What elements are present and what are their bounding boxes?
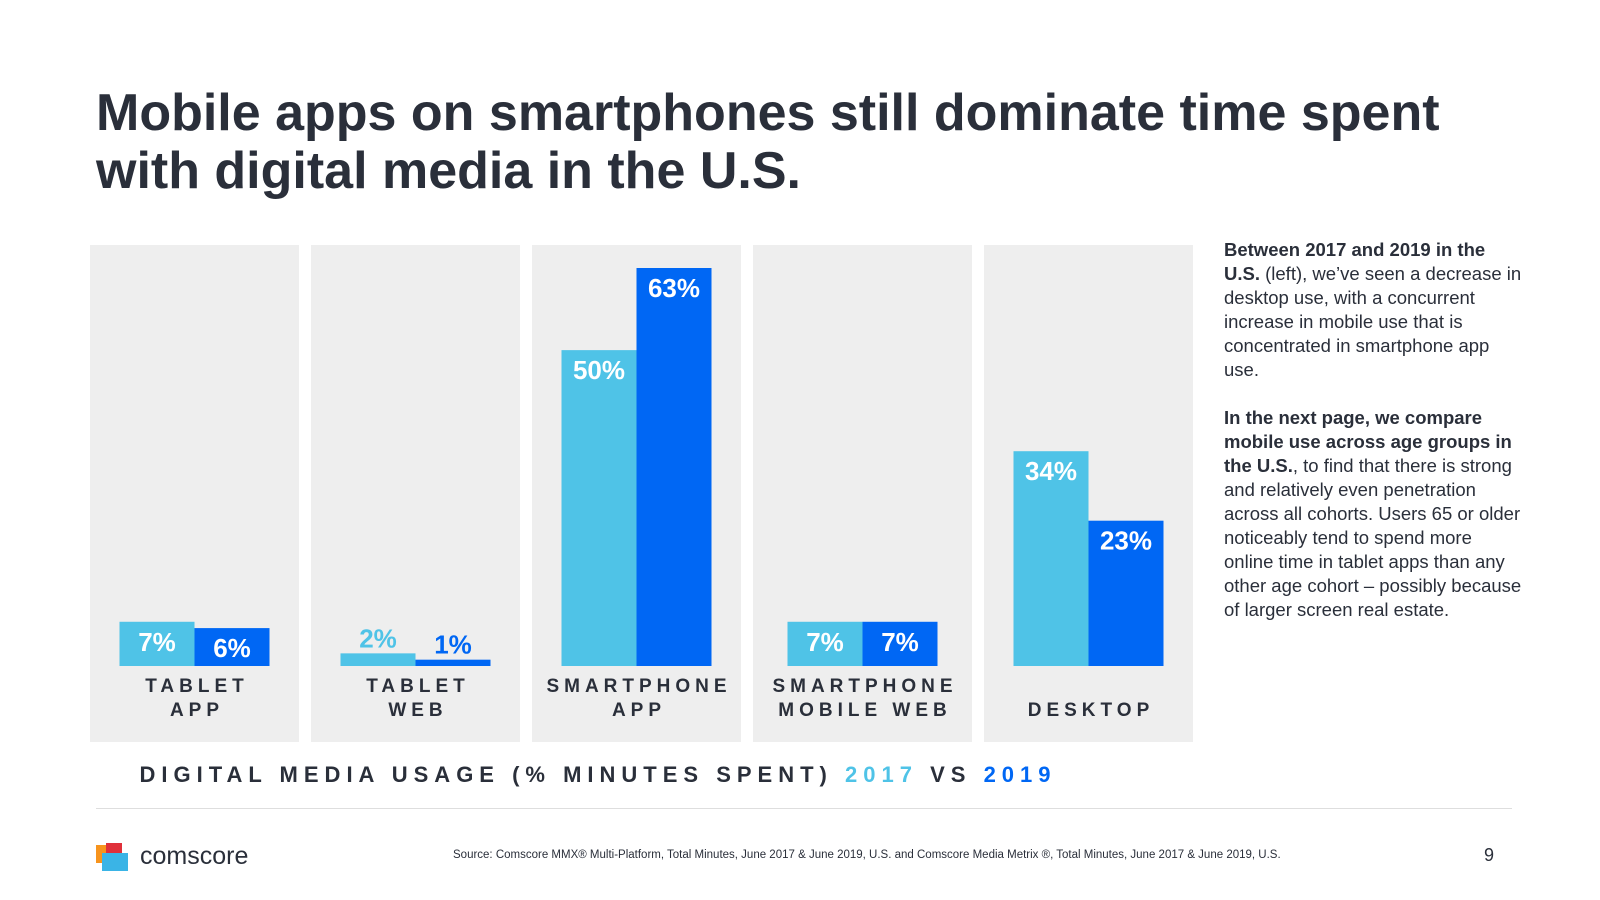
page-number: 9	[1484, 845, 1495, 865]
category-panel-tablet-web	[311, 245, 520, 742]
bar-tablet-web-2017	[340, 653, 416, 666]
chart-caption-prefix: DIGITAL MEDIA USAGE (% MINUTES SPENT)	[139, 762, 833, 787]
category-label-desktop-line-1: DESKTOP	[1028, 700, 1155, 721]
bar-smartphone-mobile-web-2019	[862, 621, 938, 666]
data-label-tablet-web-2019: 1%	[434, 630, 472, 660]
bar-chart: 7% 6% TABLET APP 2% 1% TABLET WEB 50% 63% SMARTPHO…	[90, 245, 1193, 742]
page-title-line-2: with digital media in the U.S.	[96, 142, 801, 200]
bar-desktop-2019	[1088, 520, 1164, 666]
category-label-tablet-web-line-1: TABLET	[366, 676, 470, 697]
page-title-line-1: Mobile apps on smartphones still dominat…	[96, 84, 1440, 142]
data-label-smartphone-mobile-web-2017: 7%	[806, 627, 844, 657]
category-label-smartphone-mobile-web-line-1: SMARTPHONE	[772, 676, 957, 697]
bar-tablet-app-2019	[194, 628, 270, 666]
category-label-tablet-app-line-2: APP	[170, 700, 224, 721]
category-panel-smartphone-mobile-web	[753, 245, 972, 742]
commentary-paragraph-2: In the next page, we compare mobile use …	[1224, 406, 1524, 622]
comscore-wordmark: comscore	[140, 842, 249, 870]
category-label-smartphone-app-line-2: APP	[612, 700, 666, 721]
commentary-text: Between 2017 and 2019 in the U.S. (left)…	[1224, 238, 1524, 646]
category-label-smartphone-app-line-1: SMARTPHONE	[546, 676, 731, 697]
category-panel-tablet-app	[90, 245, 299, 742]
data-label-desktop-2019: 23%	[1100, 526, 1152, 556]
bar-tablet-app-2017	[119, 621, 195, 666]
data-label-tablet-app-2017: 7%	[138, 627, 176, 657]
footer-divider	[96, 808, 1512, 809]
commentary-paragraph-1: Between 2017 and 2019 in the U.S. (left)…	[1224, 238, 1524, 382]
commentary-1-bold: Between 2017 and 2019 in the U.S.	[1224, 239, 1486, 284]
bar-smartphone-app-2017	[561, 350, 637, 666]
commentary-1-body: (left), we’ve seen a decrease in desktop…	[1224, 263, 1522, 380]
legend-2017: 2017	[845, 762, 918, 787]
data-label-desktop-2017: 34%	[1025, 456, 1077, 486]
legend-2019: 2019	[983, 762, 1057, 787]
bar-desktop-2017	[1013, 451, 1089, 666]
bar-smartphone-app-2019	[636, 268, 712, 666]
data-label-smartphone-app-2019: 63%	[648, 273, 700, 303]
category-label-tablet-web-line-2: WEB	[388, 700, 447, 721]
data-label-tablet-app-2019: 6%	[213, 633, 251, 663]
data-label-tablet-web-2017: 2%	[359, 623, 397, 653]
chart-caption-vs: VS	[930, 762, 972, 787]
category-label-smartphone-mobile-web-line-2: MOBILE WEB	[778, 700, 952, 721]
chart-caption: DIGITAL MEDIA USAGE (% MINUTES SPENT) 20…	[0, 762, 1196, 788]
page-title: Mobile apps on smartphones still dominat…	[96, 84, 1536, 200]
comscore-logo: comscore	[96, 842, 248, 871]
comscore-logo-icon	[96, 842, 128, 871]
bar-smartphone-mobile-web-2017	[787, 621, 863, 666]
commentary-2-body: , to find that there is strong and relat…	[1224, 455, 1522, 620]
source-note: Source: Comscore MMX® Multi-Platform, To…	[453, 849, 1281, 861]
commentary-2-bold: In the next page, we compare mobile use …	[1224, 407, 1512, 476]
data-label-smartphone-app-2017: 50%	[573, 355, 625, 385]
data-label-smartphone-mobile-web-2019: 7%	[881, 627, 919, 657]
category-label-tablet-app-line-1: TABLET	[145, 676, 249, 697]
bar-tablet-web-2019	[415, 659, 491, 666]
